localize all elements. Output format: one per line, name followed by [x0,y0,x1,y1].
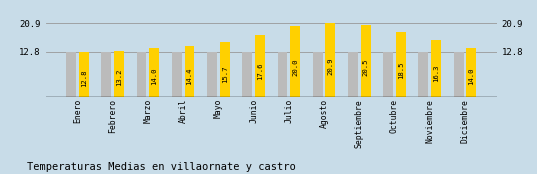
Bar [396,32,406,97]
Text: 14.0: 14.0 [468,68,474,85]
Text: 17.6: 17.6 [257,62,263,80]
Bar [242,52,252,97]
Bar [255,35,265,97]
Bar [185,46,194,97]
Bar [290,26,300,97]
Bar [418,52,429,97]
Bar [220,42,230,97]
Bar [383,52,393,97]
Bar [466,48,476,97]
Bar [348,52,358,97]
Bar [101,52,111,97]
Bar [149,48,159,97]
Text: 20.0: 20.0 [292,59,298,76]
Text: 14.4: 14.4 [186,67,192,85]
Bar [66,52,76,97]
Bar [431,39,441,97]
Text: 12.8: 12.8 [81,70,87,87]
Text: 13.2: 13.2 [116,69,122,86]
Bar [325,23,335,97]
Bar [136,52,147,97]
Bar [114,50,124,97]
Bar [361,25,371,97]
Text: 18.5: 18.5 [398,61,404,79]
Text: 20.9: 20.9 [328,57,333,75]
Text: 14.0: 14.0 [151,68,157,85]
Text: Temperaturas Medias en villaornate y castro: Temperaturas Medias en villaornate y cas… [27,162,295,172]
Text: 16.3: 16.3 [433,64,439,82]
Bar [79,52,89,97]
Bar [172,52,182,97]
Bar [313,52,323,97]
Bar [207,52,217,97]
Text: 15.7: 15.7 [222,65,228,83]
Bar [454,52,463,97]
Text: 20.5: 20.5 [362,58,368,76]
Bar [278,52,287,97]
